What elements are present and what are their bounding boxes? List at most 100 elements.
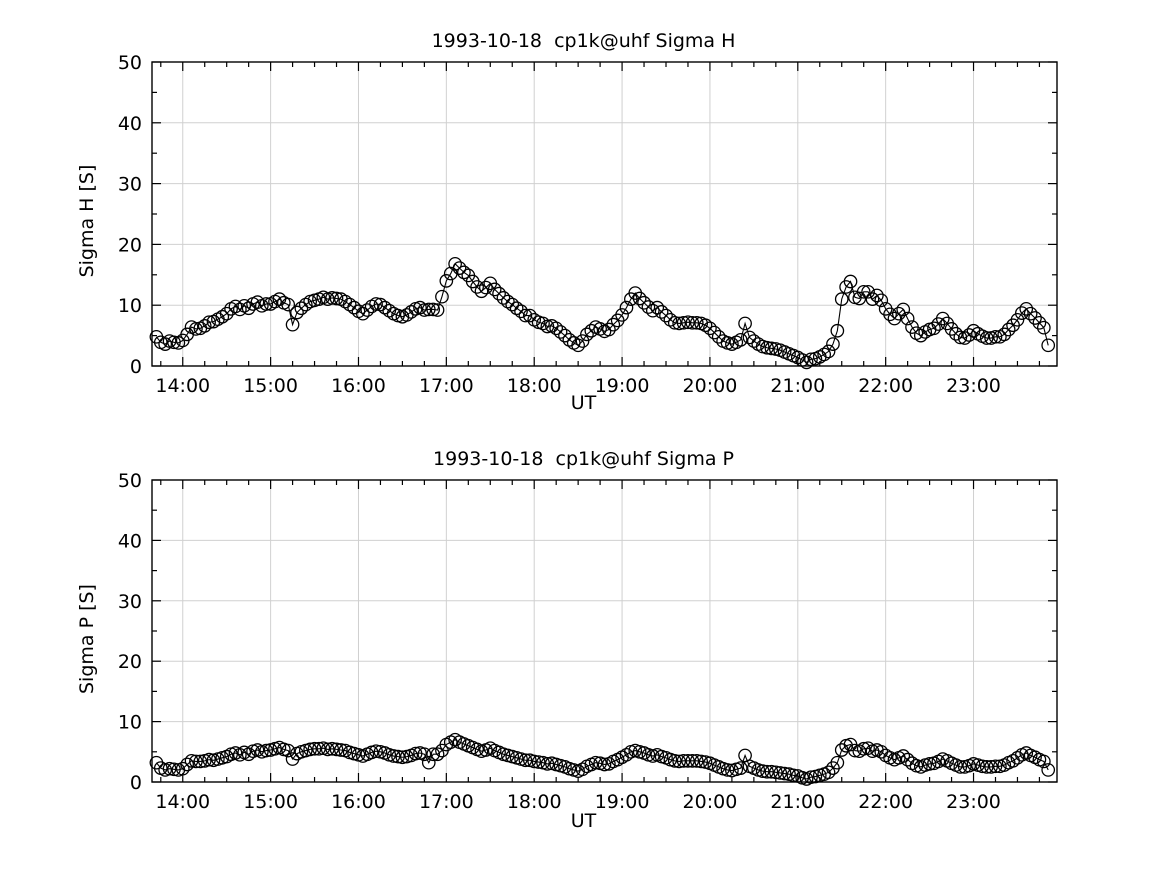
data-point-marker (953, 760, 968, 774)
data-point-marker (320, 742, 335, 757)
plot-panel-sigma-h: 1993-10-18 cp1k@uhf Sigma H Sigma H [S] … (0, 0, 1167, 437)
data-point-marker (667, 754, 682, 768)
data-point-marker (861, 741, 875, 756)
data-point-marker (329, 742, 344, 757)
data-point-marker (852, 291, 867, 306)
plot-area-sigma-p: 0 10 20 30 40 50 14:00 15:00 16:00 17:00 18:00 19:0… (118, 470, 1058, 813)
data-point-marker (189, 322, 203, 336)
data-point-marker (426, 302, 441, 317)
data-point-marker (856, 284, 871, 299)
x-axis-label-sigma-h: UT (570, 392, 597, 414)
data-point-marker (531, 755, 546, 769)
data-point-marker (329, 291, 344, 306)
data-point-marker (738, 316, 752, 331)
data-point-marker (479, 280, 493, 295)
data-point-marker (219, 306, 234, 321)
data-point-marker (856, 741, 871, 756)
data-point-marker (641, 300, 656, 314)
data-point-marker (167, 335, 181, 350)
data-point-marker (804, 770, 818, 785)
data-point-marker (1014, 306, 1029, 320)
data-point-marker (861, 284, 875, 299)
svg-text:0: 0 (130, 356, 142, 378)
data-point-marker (619, 300, 634, 315)
data-point-marker (294, 301, 309, 316)
data-point-marker (303, 742, 318, 757)
svg-text:0: 0 (130, 772, 142, 794)
data-point-marker (935, 311, 950, 326)
data-point-marker (558, 328, 572, 343)
data-point-marker (597, 757, 612, 772)
svg-text:14:00: 14:00 (155, 375, 210, 397)
svg-text:40: 40 (118, 530, 142, 552)
data-point-marker (755, 764, 770, 778)
data-point-marker (777, 766, 792, 781)
data-point-marker (1041, 763, 1056, 777)
svg-text:30: 30 (118, 174, 142, 196)
data-point-marker (1041, 338, 1056, 353)
svg-text:16:00: 16:00 (331, 791, 386, 813)
svg-text:23:00: 23:00 (946, 791, 1001, 813)
data-point-marker (891, 306, 906, 321)
data-point-marker (1023, 306, 1038, 321)
data-point-marker (281, 743, 296, 758)
data-point-marker (944, 322, 959, 336)
svg-text:30: 30 (118, 591, 142, 613)
svg-text:17:00: 17:00 (419, 791, 474, 813)
data-point-marker (233, 302, 247, 317)
data-point-marker (698, 318, 713, 333)
grid-lines (152, 62, 1057, 366)
data-point-marker (430, 303, 445, 317)
data-point-marker (202, 315, 216, 330)
data-point-marker (619, 747, 634, 762)
data-point-marker (645, 303, 660, 318)
data-point-marker (742, 330, 757, 345)
data-point-marker (720, 763, 735, 777)
svg-text:21:00: 21:00 (770, 791, 825, 813)
data-point-marker (518, 308, 533, 323)
data-point-marker (773, 766, 788, 780)
data-point-marker (588, 755, 603, 770)
data-point-marker (540, 757, 555, 771)
data-point-marker (707, 325, 722, 340)
data-point-marker (1010, 750, 1025, 765)
svg-text:14:00: 14:00 (155, 791, 210, 813)
data-point-marker (764, 764, 779, 779)
data-point-marker (312, 741, 326, 756)
data-point-marker (241, 747, 256, 762)
svg-text:19:00: 19:00 (595, 791, 650, 813)
data-point-marker (883, 307, 897, 322)
plot-area-sigma-h: 0 10 20 30 40 50 14:00 15:00 16:00 17:00 18:00 19:0… (118, 52, 1058, 397)
data-point-marker (733, 761, 748, 775)
data-point-marker (988, 329, 1003, 344)
svg-text:50: 50 (118, 470, 142, 492)
data-point-marker (325, 741, 339, 756)
data-point-marker (448, 257, 462, 271)
data-point-marker (764, 341, 779, 356)
data-point-marker (848, 743, 862, 758)
svg-text:20:00: 20:00 (683, 791, 738, 813)
data-point-marker (259, 743, 274, 758)
data-point-marker (575, 762, 590, 777)
data-point-marker (900, 311, 915, 326)
data-point-marker (979, 760, 994, 774)
data-point-marker (922, 757, 937, 771)
data-point-marker (953, 330, 968, 345)
svg-text:20: 20 (118, 651, 142, 673)
data-point-marker (667, 315, 682, 330)
data-point-marker (1010, 312, 1025, 327)
data-point-marker (997, 327, 1012, 342)
svg-text:20:00: 20:00 (683, 375, 738, 397)
data-point-marker (417, 303, 432, 317)
data-point-marker (540, 319, 555, 334)
series-group (149, 257, 1056, 370)
data-point-marker (250, 295, 265, 310)
data-point-marker (457, 265, 471, 280)
axis-ticks (151, 479, 1058, 783)
data-point-marker (426, 747, 441, 762)
data-point-marker (298, 297, 313, 312)
svg-text:10: 10 (118, 712, 142, 734)
data-point-marker (342, 297, 357, 312)
data-point-marker (452, 261, 467, 275)
